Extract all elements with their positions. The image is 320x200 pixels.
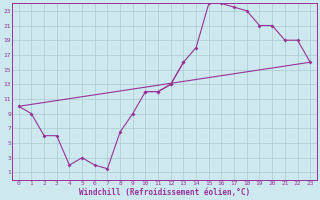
X-axis label: Windchill (Refroidissement éolien,°C): Windchill (Refroidissement éolien,°C) [79, 188, 250, 197]
